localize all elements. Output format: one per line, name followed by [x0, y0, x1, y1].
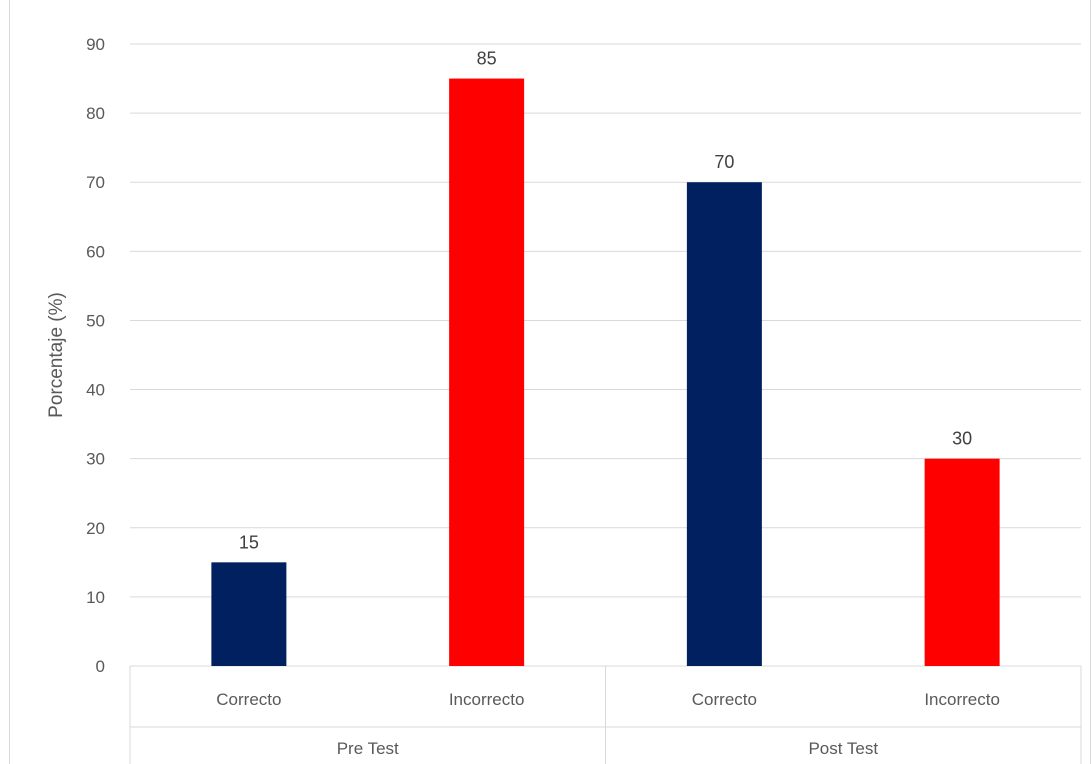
data-label: 70 [714, 152, 734, 172]
y-tick-label: 80 [86, 104, 105, 123]
y-tick-label: 60 [86, 242, 105, 261]
bar [686, 182, 762, 666]
x-category-label: Incorrecto [449, 690, 525, 709]
x-group-label: Post Test [808, 739, 878, 758]
y-tick-label: 70 [86, 173, 105, 192]
y-axis-title: Porcentaje (%) [46, 292, 67, 418]
x-category-label: Correcto [216, 690, 281, 709]
y-tick-label: 10 [86, 588, 105, 607]
y-tick-label: 50 [86, 311, 105, 330]
bar [211, 562, 287, 666]
bar [449, 78, 525, 667]
x-category-label: Correcto [692, 690, 757, 709]
bar [924, 458, 1000, 666]
y-tick-label: 30 [86, 450, 105, 469]
data-label: 15 [239, 532, 259, 552]
x-category-label: Incorrecto [924, 690, 1000, 709]
data-label: 30 [952, 429, 972, 449]
y-tick-label: 40 [86, 381, 105, 400]
bar-chart: 0 10 20 30 40 50 60 70 80 90 15 85 70 30 Correcto Incor… [46, 35, 1082, 764]
x-group-label: Pre Test [337, 739, 399, 758]
data-label: 85 [477, 49, 497, 69]
y-tick-label: 20 [86, 519, 105, 538]
y-tick-label: 0 [96, 657, 105, 676]
chart-frame: 0 10 20 30 40 50 60 70 80 90 15 85 70 30 Correcto Incor… [9, 0, 1091, 764]
y-tick-label: 90 [86, 35, 105, 54]
